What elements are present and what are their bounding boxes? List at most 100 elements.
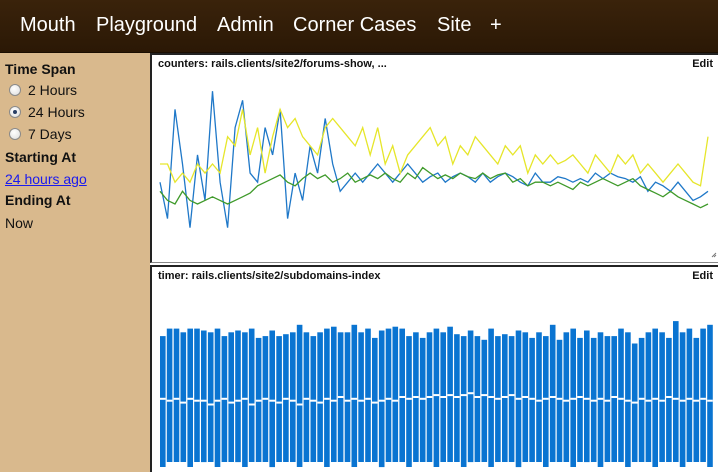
median-marker — [406, 397, 412, 400]
median-marker — [358, 399, 364, 402]
median-marker — [481, 394, 488, 397]
bar — [166, 328, 173, 462]
top-navigation-bar: Mouth Playground Admin Corner Cases Site… — [0, 0, 718, 53]
bar — [584, 330, 590, 463]
resize-handle-icon[interactable] — [711, 252, 717, 258]
bar — [303, 332, 310, 462]
bar — [324, 328, 330, 467]
median-marker — [378, 399, 385, 402]
median-marker — [337, 396, 344, 398]
radio-24-hours[interactable] — [9, 106, 21, 118]
median-marker — [201, 399, 207, 402]
median-marker — [693, 399, 700, 402]
bar — [235, 330, 241, 463]
median-marker — [604, 399, 611, 402]
bar — [194, 328, 200, 462]
ending-at-heading: Ending At — [5, 192, 71, 208]
bar — [460, 336, 467, 467]
median-marker — [269, 399, 275, 402]
bar — [214, 328, 221, 467]
bar — [604, 336, 611, 462]
median-marker — [242, 397, 248, 400]
median-marker — [194, 399, 200, 402]
bar — [666, 337, 672, 462]
bar — [659, 332, 665, 462]
nav-item-admin[interactable]: Admin — [217, 14, 274, 36]
series-line-0 — [159, 91, 709, 228]
nav-item-mouth[interactable]: Mouth — [20, 14, 76, 36]
bar — [474, 336, 481, 462]
median-marker — [638, 397, 645, 400]
median-marker — [460, 394, 467, 397]
bar — [529, 337, 535, 462]
radio-7-days[interactable] — [9, 128, 21, 140]
bar — [570, 328, 576, 467]
bar — [228, 332, 234, 462]
median-marker — [207, 403, 214, 406]
median-marker — [187, 397, 193, 400]
bar — [378, 330, 385, 468]
bar — [351, 324, 358, 467]
bar — [201, 330, 207, 463]
panel-title: timer: rails.clients/site2/subdomains-in… — [158, 270, 381, 282]
median-marker — [331, 399, 337, 402]
median-marker — [180, 401, 187, 404]
median-marker — [426, 396, 433, 398]
bar — [296, 324, 303, 467]
median-marker — [700, 397, 706, 400]
median-marker — [467, 392, 474, 395]
median-marker — [679, 399, 686, 402]
bar — [358, 332, 364, 462]
median-marker — [166, 399, 173, 402]
panel-edit-button[interactable]: Edit — [692, 58, 713, 70]
option-label[interactable]: 24 Hours — [28, 104, 85, 120]
bar — [611, 336, 617, 462]
bar — [707, 324, 713, 467]
median-marker — [570, 397, 576, 400]
bar — [344, 332, 351, 462]
median-marker — [495, 397, 501, 400]
median-marker — [625, 399, 631, 402]
bar — [385, 328, 392, 462]
nav-item-playground[interactable]: Playground — [96, 14, 198, 36]
add-tab-button[interactable]: + — [490, 14, 502, 36]
starting-at-link[interactable]: 24 hours ago — [5, 171, 87, 187]
median-marker — [228, 401, 234, 404]
starting-at-heading: Starting At — [5, 149, 77, 165]
time-span-heading: Time Span — [5, 61, 76, 77]
bar — [549, 324, 556, 462]
panel-edit-button[interactable]: Edit — [692, 270, 713, 282]
nav-item-corner-cases[interactable]: Corner Cases — [293, 14, 417, 36]
nav-item-site[interactable]: Site — [437, 14, 472, 36]
median-marker — [686, 397, 693, 400]
option-label[interactable]: 2 Hours — [28, 82, 78, 98]
bar — [433, 328, 440, 467]
median-marker — [502, 396, 508, 398]
bar — [481, 339, 488, 462]
median-marker — [645, 399, 652, 402]
bar — [536, 332, 542, 462]
radio-2-hours[interactable] — [9, 84, 21, 96]
median-marker — [283, 397, 289, 400]
median-marker — [522, 396, 529, 398]
bar — [556, 339, 563, 462]
median-marker — [659, 399, 665, 402]
bar — [502, 334, 508, 462]
bar — [406, 336, 412, 467]
bar — [331, 326, 337, 462]
series-line-1 — [160, 107, 709, 187]
median-marker — [344, 399, 351, 402]
bar — [618, 328, 624, 462]
median-marker — [474, 396, 481, 398]
median-marker — [385, 397, 392, 400]
median-marker — [447, 394, 453, 397]
median-marker — [324, 397, 330, 400]
ending-at-value: Now — [5, 215, 34, 231]
median-marker — [310, 399, 317, 402]
median-marker — [652, 397, 658, 400]
bar — [419, 337, 426, 462]
option-label[interactable]: 7 Days — [28, 126, 72, 142]
counters-line-chart — [159, 91, 717, 258]
bar — [207, 332, 214, 462]
median-marker — [290, 399, 296, 402]
